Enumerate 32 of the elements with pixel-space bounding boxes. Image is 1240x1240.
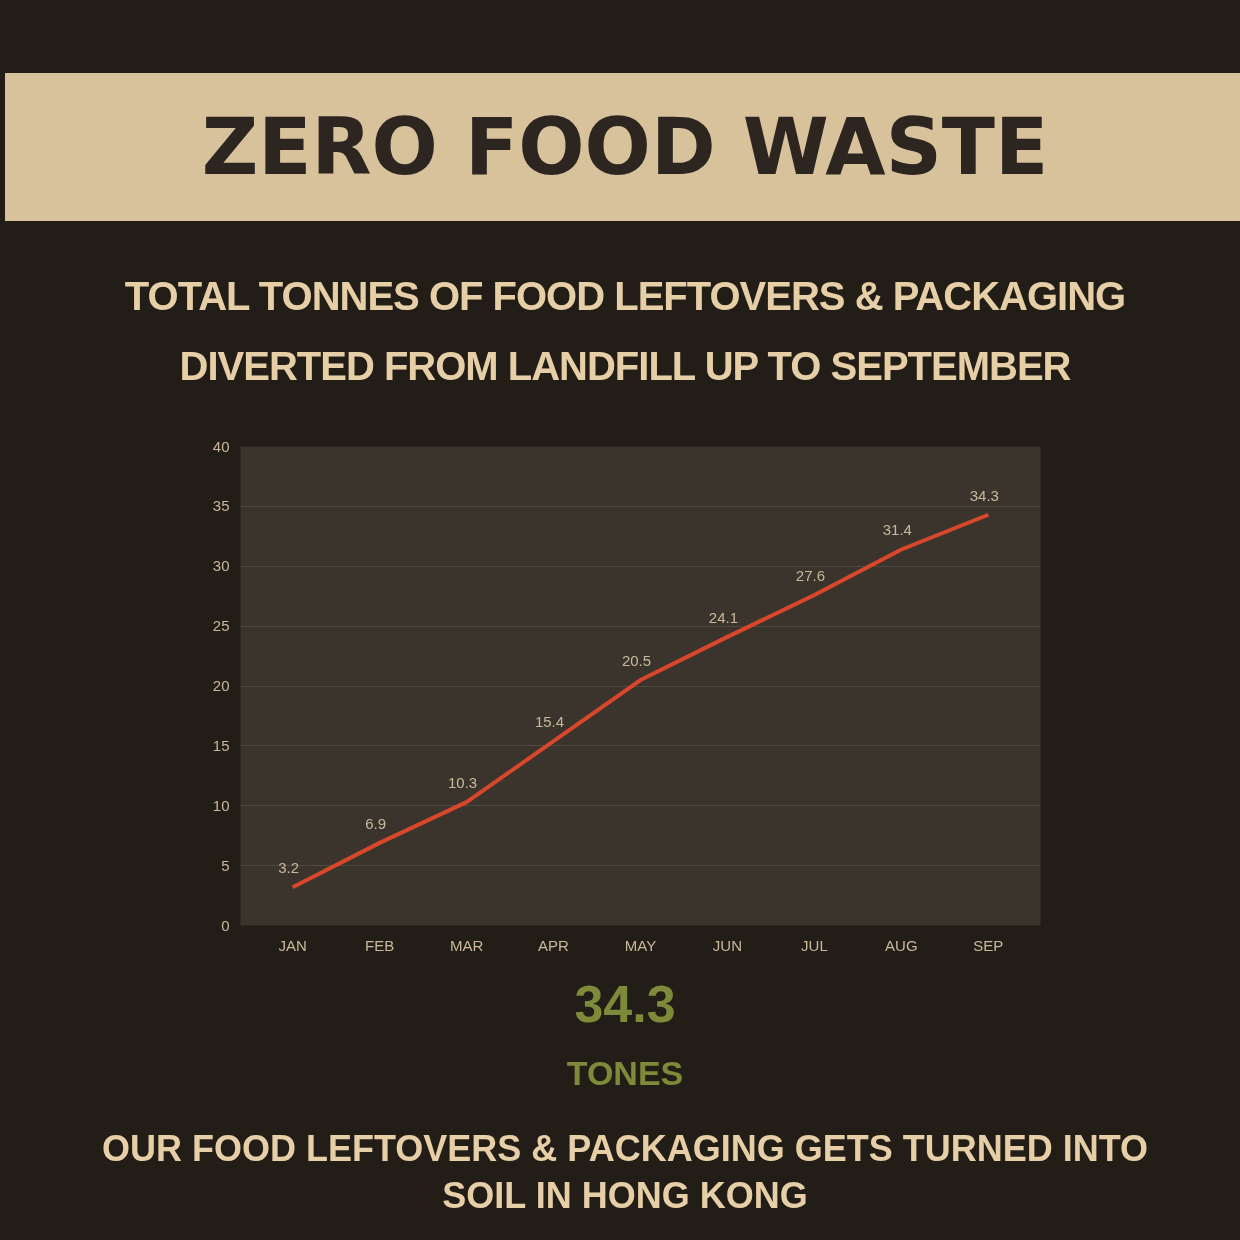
- x-tick-label: FEB: [365, 936, 395, 954]
- data-label: 6.9: [365, 814, 387, 832]
- chart-title: ZERO FOOD WASTE: [201, 101, 1049, 194]
- data-label: 3.2: [278, 859, 300, 877]
- y-tick-label: 30: [212, 557, 230, 575]
- data-label: 31.4: [882, 521, 912, 539]
- x-tick-label: JUN: [712, 936, 743, 954]
- x-tick-label: MAY: [624, 936, 657, 954]
- chart-subtitle: TOTAL TONNES OF FOOD LEFTOVERS & PACKAGING DIVERTED FROM LANDFILL UP TO SEPTEMBER: [123, 273, 1127, 390]
- x-tick-label: MAR: [449, 936, 484, 954]
- y-tick-label: 25: [212, 617, 230, 635]
- data-label: 20.5: [621, 652, 652, 670]
- y-tick-label: 20: [212, 677, 230, 694]
- data-label: 24.1: [708, 608, 739, 626]
- text: OUR FOOD LEFTOVERS & PACKAGING GETS TURNED INTO SOIL IN HONG KONG: [100, 1127, 1150, 1218]
- x-tick-label: JUL: [801, 936, 828, 954]
- y-tick-label: 5: [221, 856, 230, 874]
- y-tick-label: 0: [221, 916, 230, 934]
- y-tick-label: 35: [212, 497, 230, 515]
- x-tick-label: JAN: [278, 936, 307, 954]
- x-tick-label: AUG: [885, 936, 918, 954]
- y-tick-label: 15: [212, 736, 230, 754]
- data-label: 15.4: [534, 713, 565, 731]
- text: TONES: [566, 1053, 684, 1094]
- y-tick-label: 10: [212, 796, 230, 814]
- data-label: 27.6: [795, 566, 826, 584]
- data-label: 10.3: [447, 774, 478, 792]
- x-tick-label: SEP: [973, 936, 1004, 954]
- text: 34.3: [574, 974, 676, 1035]
- x-tick-label: APR: [538, 936, 570, 954]
- y-tick-label: 40: [212, 437, 230, 455]
- data-label: 34.3: [969, 486, 999, 504]
